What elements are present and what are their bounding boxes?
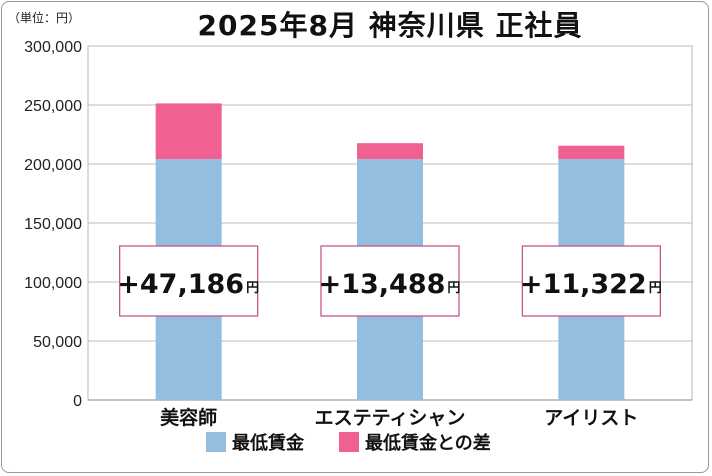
- y-tick-label: 50,000: [33, 334, 82, 351]
- difference-callout-box: [521, 245, 661, 317]
- chart-title: 2025年8月 神奈川県 正社員: [197, 9, 583, 42]
- y-tick-label: 100,000: [24, 275, 82, 292]
- y-tick-label: 250,000: [24, 98, 82, 115]
- difference-unit-label: 円: [649, 281, 662, 296]
- x-tick-label: 美容師: [160, 406, 217, 429]
- bar-wage-difference: [357, 143, 423, 160]
- legend-label: 最低賃金との差: [365, 432, 491, 454]
- difference-data-label: +13,488: [319, 269, 446, 300]
- difference-data-label: +47,186: [117, 269, 244, 300]
- difference-data-label: +11,322: [520, 269, 647, 300]
- legend-swatch: [206, 432, 226, 452]
- difference-unit-label: 円: [447, 281, 460, 296]
- difference-callout-box: [119, 245, 259, 317]
- difference-callout-box: [320, 245, 460, 317]
- y-tick-label: 150,000: [24, 216, 82, 233]
- unit-note: （単位：円）: [8, 11, 81, 25]
- y-tick-label: 0: [73, 393, 82, 410]
- y-tick-label: 300,000: [24, 39, 82, 56]
- legend-label: 最低賃金: [232, 432, 305, 454]
- bar-wage-difference: [155, 103, 222, 160]
- legend-swatch: [338, 432, 359, 452]
- x-tick-label: アイリスト: [544, 407, 638, 429]
- y-tick-label: 200,000: [24, 157, 82, 174]
- x-tick-label: エステティシャン: [315, 407, 466, 429]
- bar-wage-difference: [558, 145, 625, 160]
- difference-unit-label: 円: [246, 281, 259, 296]
